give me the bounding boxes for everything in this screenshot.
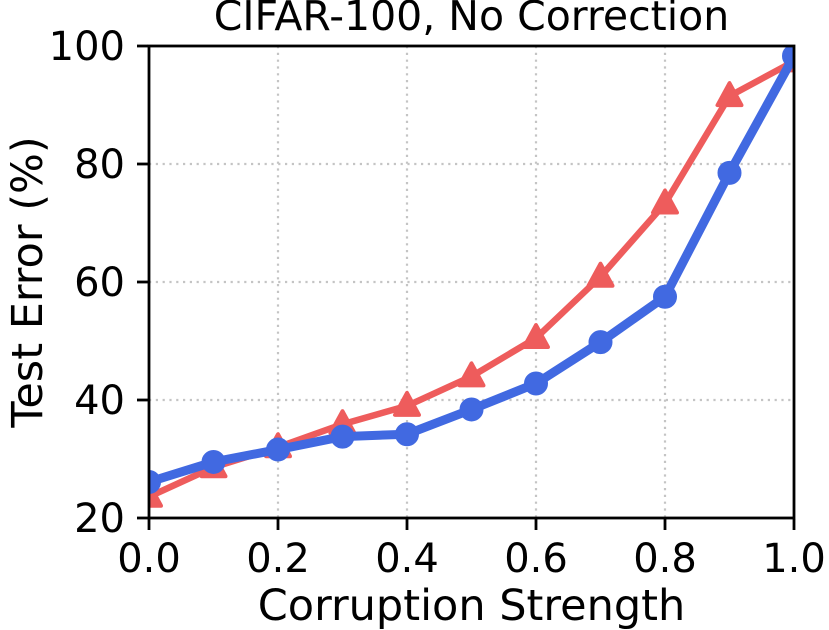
series-group (149, 46, 794, 508)
y-tick-label: 100 (49, 24, 125, 70)
blue-circle-series-marker (588, 330, 613, 355)
blue-circle-series-marker (524, 371, 548, 396)
blue-circle-series-marker (395, 422, 419, 447)
red-triangle-series-marker (522, 323, 550, 350)
red-triangle-series-marker (586, 261, 615, 288)
red-triangle-series-marker (457, 361, 486, 388)
blue-circle-series-marker (782, 46, 794, 69)
chart-title: CIFAR-100, No Correction (213, 0, 730, 40)
y-tick-label: 40 (74, 378, 125, 424)
blue-circle-series-marker (149, 470, 161, 495)
x-axis-label: Corruption Strength (257, 581, 686, 630)
x-tick-label: 1.0 (762, 536, 826, 582)
blue-circle-series-marker (653, 284, 677, 309)
blue-circle-series-marker (459, 397, 484, 422)
red-triangle-series-marker (651, 188, 679, 215)
x-tick-label: 0.0 (117, 536, 181, 582)
y-axis-label: Test Error (%) (3, 136, 53, 428)
blue-circle-series-marker (330, 424, 355, 449)
red-triangle-series-line (149, 58, 794, 501)
y-tick-label: 60 (74, 260, 125, 306)
x-tick-label: 0.4 (375, 536, 439, 582)
y-tick-label: 20 (74, 496, 125, 542)
x-tick-label: 0.6 (504, 536, 568, 582)
blue-circle-series-marker (717, 160, 742, 185)
red-triangle-series-marker (393, 390, 421, 417)
axes-spines (147, 44, 796, 520)
blue-circle-series-marker (201, 449, 226, 474)
y-tick-label: 80 (74, 142, 125, 188)
blue-circle-series-marker (266, 437, 290, 462)
x-tick-label: 0.8 (633, 536, 697, 582)
x-tick-label: 0.2 (246, 536, 310, 582)
red-triangle-series-marker (715, 81, 744, 108)
